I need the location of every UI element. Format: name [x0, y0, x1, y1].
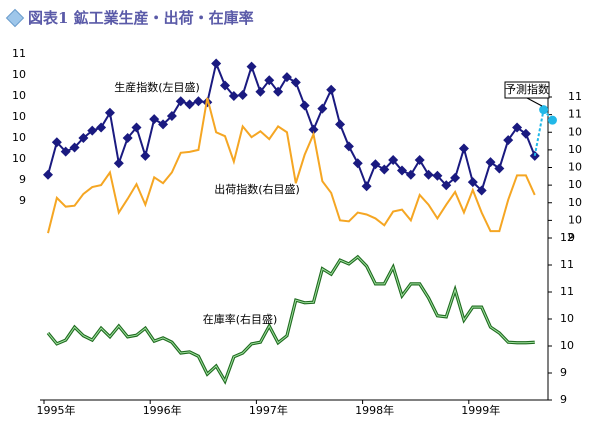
series-line [47, 97, 536, 234]
marker [290, 77, 301, 88]
marker [60, 146, 71, 157]
marker [87, 125, 98, 136]
marker [441, 180, 452, 191]
marker [149, 114, 160, 125]
chart-title: 図表1 鉱工業生産・出荷・在庫率 [28, 9, 254, 27]
y3-tick-label: 9 [560, 366, 567, 379]
y3-tick-label: 11 [560, 258, 574, 271]
series-label: 生産指数(左目盛) [114, 80, 200, 94]
title-icon [5, 8, 25, 28]
marker [361, 181, 372, 192]
x-tick-label: 1998年 [355, 403, 394, 417]
label-pointer [526, 97, 543, 107]
marker [335, 119, 346, 130]
marker [193, 96, 204, 107]
y3-tick-label: 10 [560, 339, 574, 352]
marker [423, 169, 434, 180]
marker [281, 72, 292, 83]
marker [96, 122, 107, 133]
marker [255, 86, 266, 97]
marker [397, 165, 407, 176]
marker [220, 80, 230, 91]
marker [299, 100, 310, 111]
y-tick-label: 10 [12, 110, 26, 123]
marker [131, 122, 142, 133]
marker [69, 142, 80, 153]
y2-tick-label: 9 [568, 231, 575, 244]
y2-tick-label: 10 [568, 196, 582, 209]
marker [184, 99, 195, 110]
series-line [47, 256, 535, 383]
y3-tick-label: 11 [560, 285, 574, 298]
y2-tick-label: 10 [568, 213, 582, 226]
y2-tick-label: 10 [568, 125, 582, 138]
marker [228, 91, 239, 101]
marker [432, 170, 443, 181]
y3-tick-label: 10 [560, 312, 574, 325]
marker [51, 137, 62, 148]
marker [512, 122, 523, 133]
marker [211, 58, 222, 69]
marker [78, 133, 89, 143]
series-label: 出荷指数(右目盛) [214, 182, 300, 196]
marker [379, 164, 390, 175]
marker [104, 107, 115, 118]
marker [264, 75, 275, 86]
marker [405, 169, 416, 180]
y2-tick-label: 11 [568, 90, 582, 103]
y3-tick-label: 9 [560, 393, 567, 406]
marker [520, 128, 531, 139]
y-tick-label: 10 [12, 131, 26, 144]
y-tick-label: 10 [12, 152, 26, 165]
marker [476, 185, 487, 196]
marker [113, 158, 124, 169]
marker [352, 158, 363, 169]
marker [450, 172, 461, 183]
marker [388, 155, 399, 166]
marker [414, 155, 425, 166]
series-label: 予測指数 [505, 82, 549, 96]
y-tick-label: 10 [12, 89, 26, 102]
marker [122, 133, 133, 143]
y-tick-label: 9 [19, 173, 26, 186]
marker [317, 103, 328, 114]
marker [485, 157, 496, 168]
y3-tick-label: 12 [560, 231, 574, 244]
marker [308, 124, 319, 135]
y-tick-label: 11 [12, 47, 26, 60]
marker [237, 89, 248, 100]
series-label: 在庫率(右目盛) [203, 312, 278, 326]
marker [503, 135, 514, 146]
marker [273, 86, 284, 97]
y-tick-label: 9 [19, 194, 26, 207]
x-tick-label: 1997年 [249, 403, 288, 417]
y2-tick-label: 10 [568, 161, 582, 174]
marker [326, 84, 337, 95]
y-tick-label: 10 [12, 68, 26, 81]
marker [467, 177, 478, 188]
x-tick-label: 1996年 [143, 403, 182, 417]
marker [494, 163, 505, 174]
marker [175, 96, 186, 107]
marker [158, 119, 169, 130]
marker [166, 110, 177, 121]
marker [539, 105, 549, 115]
marker [370, 159, 381, 170]
marker [140, 150, 151, 161]
marker [343, 141, 354, 152]
marker [458, 143, 469, 154]
y2-tick-label: 11 [568, 108, 582, 121]
y2-tick-label: 10 [568, 143, 582, 156]
y2-tick-label: 10 [568, 178, 582, 191]
x-tick-label: 1995年 [37, 403, 76, 417]
marker [43, 169, 53, 180]
marker [547, 115, 557, 125]
marker [246, 61, 257, 72]
forecast-link [533, 109, 545, 157]
x-tick-label: 1999年 [461, 403, 500, 417]
